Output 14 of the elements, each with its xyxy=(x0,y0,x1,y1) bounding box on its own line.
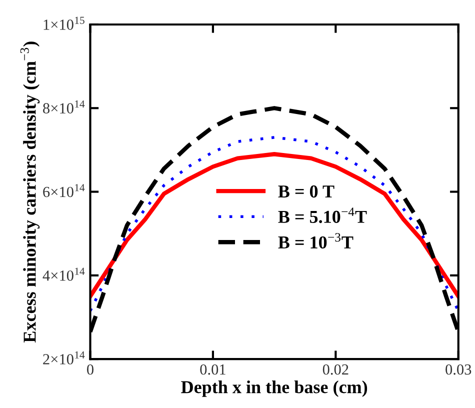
y-tick-label: 1×10$^{15}$ xyxy=(44,16,84,30)
y-tick-label: 6×10$^{14}$ xyxy=(43,184,85,198)
legend-label: B = 10$^{−3}$T xyxy=(278,233,354,249)
x-tick-label: 0 xyxy=(87,364,94,375)
legend-label: B = 0 T xyxy=(278,185,334,198)
y-axis-title: Excess minority carriers density (cm$^{−3}$) xyxy=(20,42,40,342)
x-tick-label: 0.03 xyxy=(446,364,472,375)
x-tick-label: 0.01 xyxy=(200,364,226,375)
y-tick-label: 2×10$^{14}$ xyxy=(43,351,85,364)
y-tick-label: 4×10$^{14}$ xyxy=(42,268,85,281)
x-tick-label: 0.02 xyxy=(322,364,348,375)
y-tick-label: 8×10$^{14}$ xyxy=(43,100,85,114)
x-axis-title: Depth x in the base (cm) xyxy=(181,380,368,397)
legend-label: B = 5.10$^{−4}$T xyxy=(278,208,367,224)
